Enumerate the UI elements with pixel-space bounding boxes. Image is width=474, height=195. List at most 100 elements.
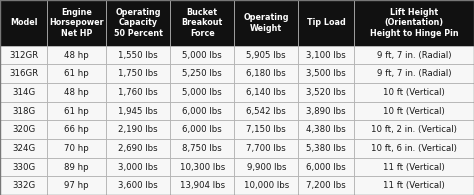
Text: 1,945 lbs: 1,945 lbs	[118, 107, 158, 116]
Text: Tip Load: Tip Load	[307, 18, 346, 27]
Bar	[234, 46, 298, 65]
Text: 8,750 lbs: 8,750 lbs	[182, 144, 222, 153]
Bar	[170, 0, 234, 46]
Text: Operating
Weight: Operating Weight	[244, 13, 289, 33]
Bar	[106, 158, 170, 176]
Bar	[47, 102, 106, 120]
Bar	[47, 120, 106, 139]
Text: 5,380 lbs: 5,380 lbs	[306, 144, 346, 153]
Bar	[170, 83, 234, 102]
Text: Operating
Capacity
50 Percent: Operating Capacity 50 Percent	[114, 8, 163, 38]
Bar	[298, 65, 354, 83]
Text: 5,905 lbs: 5,905 lbs	[246, 51, 286, 60]
Bar	[234, 83, 298, 102]
Bar	[298, 46, 354, 65]
Bar	[106, 120, 170, 139]
Text: 318G: 318G	[12, 107, 36, 116]
Bar	[354, 139, 474, 158]
Text: 9 ft, 7 in. (Radial): 9 ft, 7 in. (Radial)	[377, 51, 451, 60]
Bar	[234, 176, 298, 195]
Bar	[354, 0, 474, 46]
Text: Model: Model	[10, 18, 37, 27]
Bar	[106, 139, 170, 158]
Text: 2,690 lbs: 2,690 lbs	[118, 144, 158, 153]
Text: 3,600 lbs: 3,600 lbs	[118, 181, 158, 190]
Text: 48 hp: 48 hp	[64, 88, 89, 97]
Bar	[106, 83, 170, 102]
Bar	[47, 65, 106, 83]
Text: 3,100 lbs: 3,100 lbs	[306, 51, 346, 60]
Bar	[298, 139, 354, 158]
Bar	[0, 158, 47, 176]
Bar	[298, 158, 354, 176]
Text: 314G: 314G	[12, 88, 36, 97]
Bar	[0, 139, 47, 158]
Bar	[170, 46, 234, 65]
Text: 7,700 lbs: 7,700 lbs	[246, 144, 286, 153]
Text: 1,550 lbs: 1,550 lbs	[118, 51, 158, 60]
Bar	[47, 158, 106, 176]
Bar	[170, 120, 234, 139]
Bar	[0, 46, 47, 65]
Text: 61 hp: 61 hp	[64, 107, 89, 116]
Bar	[47, 176, 106, 195]
Text: 9,900 lbs: 9,900 lbs	[246, 162, 286, 172]
Text: 316GR: 316GR	[9, 69, 38, 78]
Text: 89 hp: 89 hp	[64, 162, 89, 172]
Bar	[354, 120, 474, 139]
Text: 312GR: 312GR	[9, 51, 38, 60]
Bar	[354, 83, 474, 102]
Bar	[234, 102, 298, 120]
Bar	[354, 46, 474, 65]
Bar	[170, 176, 234, 195]
Text: 70 hp: 70 hp	[64, 144, 89, 153]
Text: 3,890 lbs: 3,890 lbs	[306, 107, 346, 116]
Text: Bucket
Breakout
Force: Bucket Breakout Force	[182, 8, 223, 38]
Bar	[170, 102, 234, 120]
Text: 10 ft, 2 in. (Vertical): 10 ft, 2 in. (Vertical)	[371, 125, 457, 134]
Text: 97 hp: 97 hp	[64, 181, 89, 190]
Text: 324G: 324G	[12, 144, 36, 153]
Bar	[234, 0, 298, 46]
Text: 6,000 lbs: 6,000 lbs	[182, 125, 222, 134]
Bar	[106, 65, 170, 83]
Text: 5,250 lbs: 5,250 lbs	[182, 69, 222, 78]
Text: 6,140 lbs: 6,140 lbs	[246, 88, 286, 97]
Text: 6,000 lbs: 6,000 lbs	[306, 162, 346, 172]
Bar	[234, 120, 298, 139]
Bar	[354, 65, 474, 83]
Text: 66 hp: 66 hp	[64, 125, 89, 134]
Text: 1,750 lbs: 1,750 lbs	[118, 69, 158, 78]
Text: 13,904 lbs: 13,904 lbs	[180, 181, 225, 190]
Text: Engine
Horsepower
Net HP: Engine Horsepower Net HP	[49, 8, 104, 38]
Text: 3,500 lbs: 3,500 lbs	[306, 69, 346, 78]
Bar	[47, 83, 106, 102]
Bar	[234, 139, 298, 158]
Text: 5,000 lbs: 5,000 lbs	[182, 88, 222, 97]
Bar	[298, 176, 354, 195]
Text: 10,000 lbs: 10,000 lbs	[244, 181, 289, 190]
Text: 332G: 332G	[12, 181, 36, 190]
Text: 6,180 lbs: 6,180 lbs	[246, 69, 286, 78]
Bar	[170, 139, 234, 158]
Bar	[47, 139, 106, 158]
Text: 10,300 lbs: 10,300 lbs	[180, 162, 225, 172]
Bar	[234, 158, 298, 176]
Bar	[298, 102, 354, 120]
Bar	[0, 0, 47, 46]
Bar	[0, 176, 47, 195]
Text: 4,380 lbs: 4,380 lbs	[306, 125, 346, 134]
Text: 3,000 lbs: 3,000 lbs	[118, 162, 158, 172]
Bar	[298, 83, 354, 102]
Bar	[354, 176, 474, 195]
Text: 10 ft (Vertical): 10 ft (Vertical)	[383, 107, 445, 116]
Text: 6,000 lbs: 6,000 lbs	[182, 107, 222, 116]
Bar	[106, 46, 170, 65]
Text: 10 ft, 6 in. (Vertical): 10 ft, 6 in. (Vertical)	[371, 144, 457, 153]
Bar	[106, 176, 170, 195]
Bar	[47, 0, 106, 46]
Text: 1,760 lbs: 1,760 lbs	[118, 88, 158, 97]
Text: 330G: 330G	[12, 162, 36, 172]
Text: 11 ft (Vertical): 11 ft (Vertical)	[383, 181, 445, 190]
Text: 7,200 lbs: 7,200 lbs	[306, 181, 346, 190]
